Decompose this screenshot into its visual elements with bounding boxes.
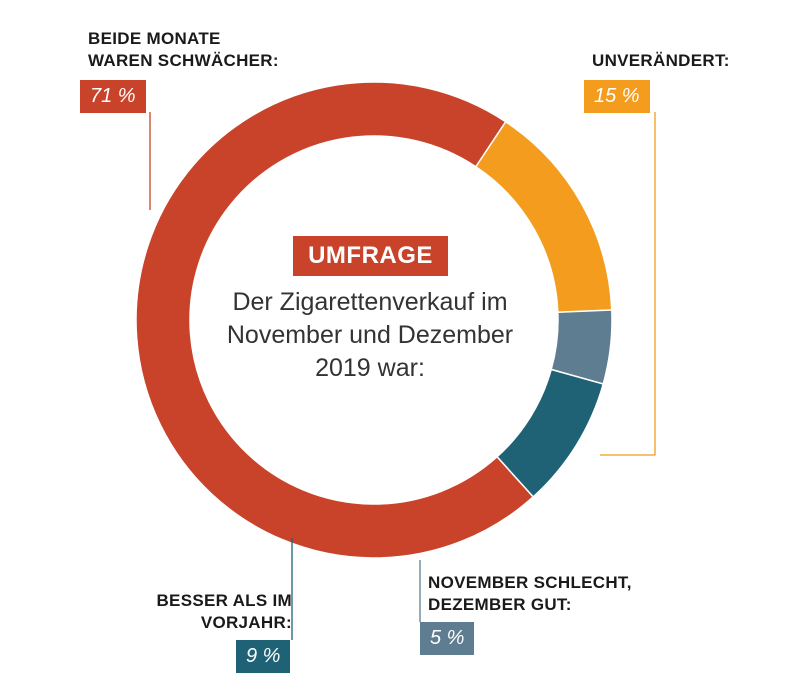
label-november-schlecht: NOVEMBER SCHLECHT, DEZEMBER GUT: bbox=[428, 572, 632, 616]
question-line-3: 2019 war: bbox=[315, 354, 425, 382]
slice-unveraendert bbox=[474, 120, 613, 314]
question-line-1: Der Zigarettenverkauf im bbox=[232, 288, 508, 316]
label-besser-line-1: BESSER ALS IM bbox=[156, 591, 292, 610]
label-besser-als-im-vorjahr: BESSER ALS IM VORJAHR: bbox=[120, 590, 292, 634]
leader-unveraendert bbox=[600, 112, 656, 456]
survey-badge: UMFRAGE bbox=[293, 236, 448, 276]
label-unveraendert: UNVERÄNDERT: bbox=[592, 50, 730, 72]
label-beide-line-1: BEIDE MONATE bbox=[88, 29, 221, 48]
survey-question: Der Zigarettenverkauf im November und De… bbox=[200, 286, 540, 385]
value-badge-unveraendert: 15 % bbox=[584, 80, 650, 113]
label-nov-line-2: DEZEMBER GUT: bbox=[428, 595, 572, 614]
value-badge-beide: 71 % bbox=[80, 80, 146, 113]
value-badge-november: 5 % bbox=[420, 622, 475, 655]
slice-besser bbox=[496, 368, 605, 498]
label-nov-line-1: NOVEMBER SCHLECHT, bbox=[428, 573, 632, 592]
label-besser-line-2: VORJAHR: bbox=[200, 613, 292, 632]
label-unveraendert-line-1: UNVERÄNDERT: bbox=[592, 51, 730, 70]
slice-beide bbox=[135, 81, 535, 559]
label-beide-line-2: WAREN SCHWÄCHER: bbox=[88, 51, 279, 70]
label-beide-monate: BEIDE MONATE WAREN SCHWÄCHER: bbox=[88, 28, 279, 72]
value-badge-besser: 9 % bbox=[236, 640, 291, 673]
question-line-2: November und Dezember bbox=[226, 321, 514, 349]
